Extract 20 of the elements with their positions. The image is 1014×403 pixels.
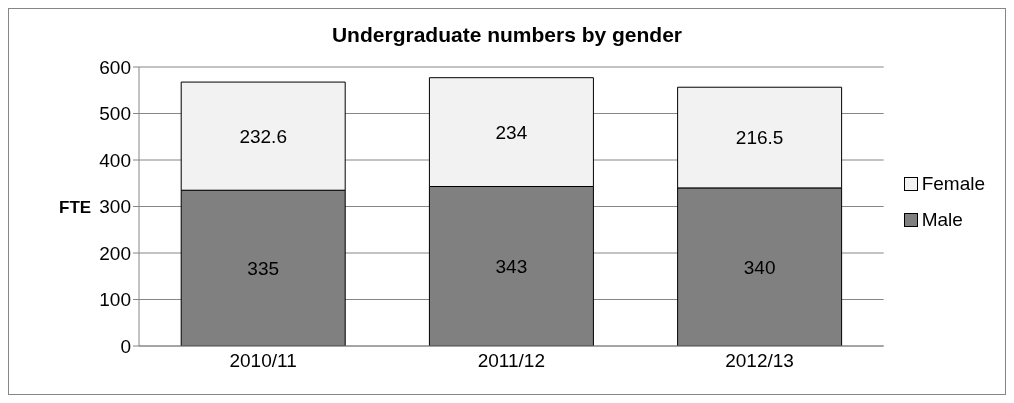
y-tick-label: 0 <box>120 335 131 357</box>
data-label: 335 <box>247 257 280 279</box>
y-tick-label: 300 <box>99 196 131 218</box>
data-label: 343 <box>495 256 528 277</box>
x-tick-label: 2010/11 <box>229 350 297 372</box>
x-tick-label: 2012/13 <box>725 350 794 372</box>
legend-label: Female <box>921 172 985 195</box>
data-label: 340 <box>743 256 776 278</box>
y-axis-title: FTE <box>59 197 92 217</box>
legend-label: Male <box>921 208 963 231</box>
y-tick-label: 500 <box>99 103 131 125</box>
y-tick-label: 200 <box>99 242 131 264</box>
chart-title: Undergraduate numbers by gender <box>330 23 684 47</box>
y-tick-label: 400 <box>99 149 131 171</box>
x-tick-label: 2011/12 <box>477 350 545 372</box>
y-tick-label: 600 <box>99 56 131 78</box>
y-tick-label: 100 <box>99 289 131 311</box>
data-label: 234 <box>495 121 528 143</box>
data-label: 232.6 <box>239 125 287 147</box>
data-label: 216.5 <box>735 127 784 149</box>
